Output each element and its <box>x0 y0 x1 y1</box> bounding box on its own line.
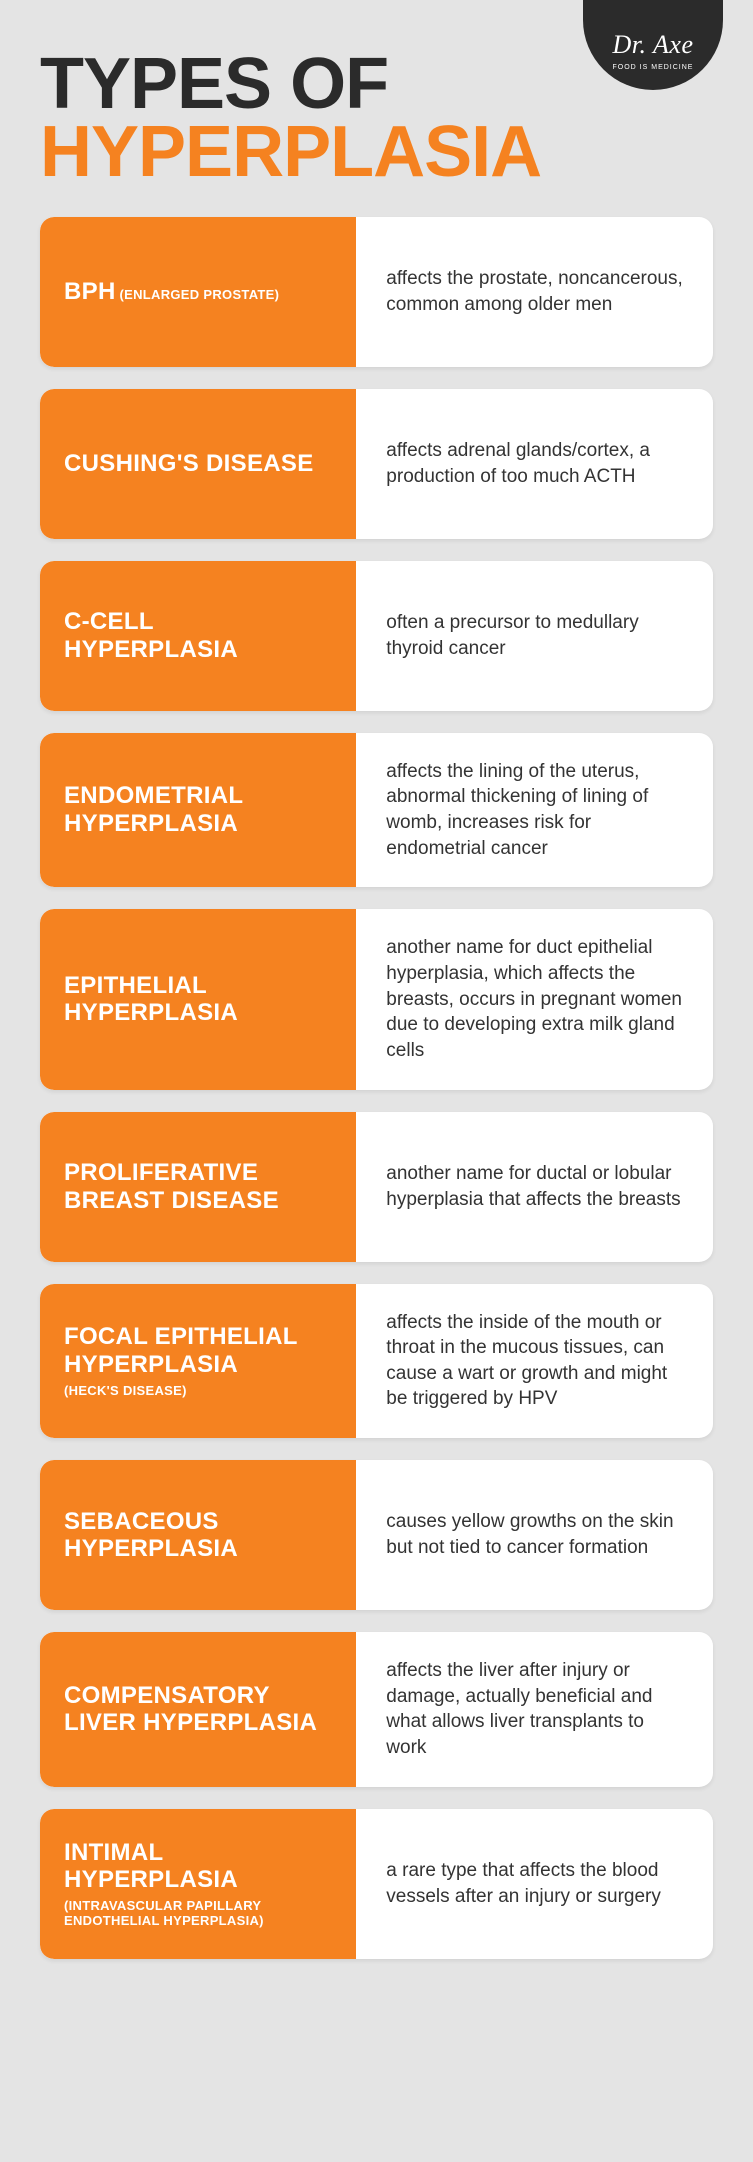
card-row: INTIMAL HYPERPLASIA (INTRAVASCULAR PAPILL… <box>40 1809 713 1959</box>
card-title: COMPENSATORY LIVER HYPERPLASIA <box>64 1682 317 1737</box>
card-description: affects the lining of the uterus, abnorm… <box>386 759 683 862</box>
card-right: another name for ductal or lobular hyper… <box>356 1112 713 1262</box>
card-title: C-CELL HYPERPLASIA <box>64 608 238 663</box>
card-title: CUSHING'S DISEASE <box>64 450 314 477</box>
card-description: another name for ductal or lobular hyper… <box>386 1161 683 1212</box>
card-left: FOCAL EPITHELIAL HYPERPLASIA (HECK'S DISE… <box>40 1284 356 1439</box>
card-left: C-CELL HYPERPLASIA <box>40 561 356 711</box>
card-right: causes yellow growths on the skin but no… <box>356 1460 713 1610</box>
card-row: COMPENSATORY LIVER HYPERPLASIA affects th… <box>40 1632 713 1787</box>
card-right: affects the liver after injury or damage… <box>356 1632 713 1787</box>
card-row: C-CELL HYPERPLASIA often a precursor to m… <box>40 561 713 711</box>
card-right: affects the prostate, noncancerous, comm… <box>356 217 713 367</box>
card-right: affects the inside of the mouth or throa… <box>356 1284 713 1439</box>
card-title: ENDOMETRIAL HYPERPLASIA <box>64 782 243 837</box>
card-description: affects the liver after injury or damage… <box>386 1658 683 1761</box>
card-row: EPITHELIAL HYPERPLASIA another name for d… <box>40 909 713 1089</box>
card-description: a rare type that affects the blood vesse… <box>386 1858 683 1909</box>
card-title: EPITHELIAL HYPERPLASIA <box>64 972 238 1027</box>
card-title: BPH <box>64 278 116 305</box>
brand-tagline: FOOD IS MEDICINE <box>613 64 694 71</box>
card-row: ENDOMETRIAL HYPERPLASIA affects the linin… <box>40 733 713 888</box>
card-left: ENDOMETRIAL HYPERPLASIA <box>40 733 356 888</box>
card-title: PROLIFERATIVE BREAST DISEASE <box>64 1159 279 1214</box>
title-line-2: HYPERPLASIA <box>40 118 713 186</box>
card-description: often a precursor to medullary thyroid c… <box>386 610 683 661</box>
card-title: SEBACEOUS HYPERPLASIA <box>64 1508 238 1563</box>
card-title: INTIMAL HYPERPLASIA <box>64 1839 238 1894</box>
card-right: a rare type that affects the blood vesse… <box>356 1809 713 1959</box>
card-description: affects the prostate, noncancerous, comm… <box>386 266 683 317</box>
card-left: COMPENSATORY LIVER HYPERPLASIA <box>40 1632 356 1787</box>
cards-list: BPH (ENLARGED PROSTATE) affects the prost… <box>0 217 753 1959</box>
card-description: causes yellow growths on the skin but no… <box>386 1509 683 1560</box>
card-left: PROLIFERATIVE BREAST DISEASE <box>40 1112 356 1262</box>
card-left: EPITHELIAL HYPERPLASIA <box>40 909 356 1089</box>
card-left: SEBACEOUS HYPERPLASIA <box>40 1460 356 1610</box>
card-row: BPH (ENLARGED PROSTATE) affects the prost… <box>40 217 713 367</box>
card-right: another name for duct epithelial hyperpl… <box>356 909 713 1089</box>
card-right: often a precursor to medullary thyroid c… <box>356 561 713 711</box>
card-row: FOCAL EPITHELIAL HYPERPLASIA (HECK'S DISE… <box>40 1284 713 1439</box>
card-row: CUSHING'S DISEASE affects adrenal glands/… <box>40 389 713 539</box>
card-description: another name for duct epithelial hyperpl… <box>386 935 683 1063</box>
card-description: affects the inside of the mouth or throa… <box>386 1310 683 1413</box>
brand-name: Dr. Axe <box>612 30 693 60</box>
card-row: SEBACEOUS HYPERPLASIA causes yellow growt… <box>40 1460 713 1610</box>
card-subtitle: (HECK'S DISEASE) <box>64 1383 332 1399</box>
card-subtitle: (ENLARGED PROSTATE) <box>116 287 280 302</box>
card-row: PROLIFERATIVE BREAST DISEASE another name… <box>40 1112 713 1262</box>
card-left: CUSHING'S DISEASE <box>40 389 356 539</box>
card-left: BPH (ENLARGED PROSTATE) <box>40 217 356 367</box>
card-right: affects the lining of the uterus, abnorm… <box>356 733 713 888</box>
card-title: FOCAL EPITHELIAL HYPERPLASIA <box>64 1323 297 1378</box>
card-left: INTIMAL HYPERPLASIA (INTRAVASCULAR PAPILL… <box>40 1809 356 1959</box>
card-description: affects adrenal glands/cortex, a product… <box>386 438 683 489</box>
card-right: affects adrenal glands/cortex, a product… <box>356 389 713 539</box>
card-subtitle: (INTRAVASCULAR PAPILLARY ENDOTHELIAL HYP… <box>64 1898 332 1929</box>
